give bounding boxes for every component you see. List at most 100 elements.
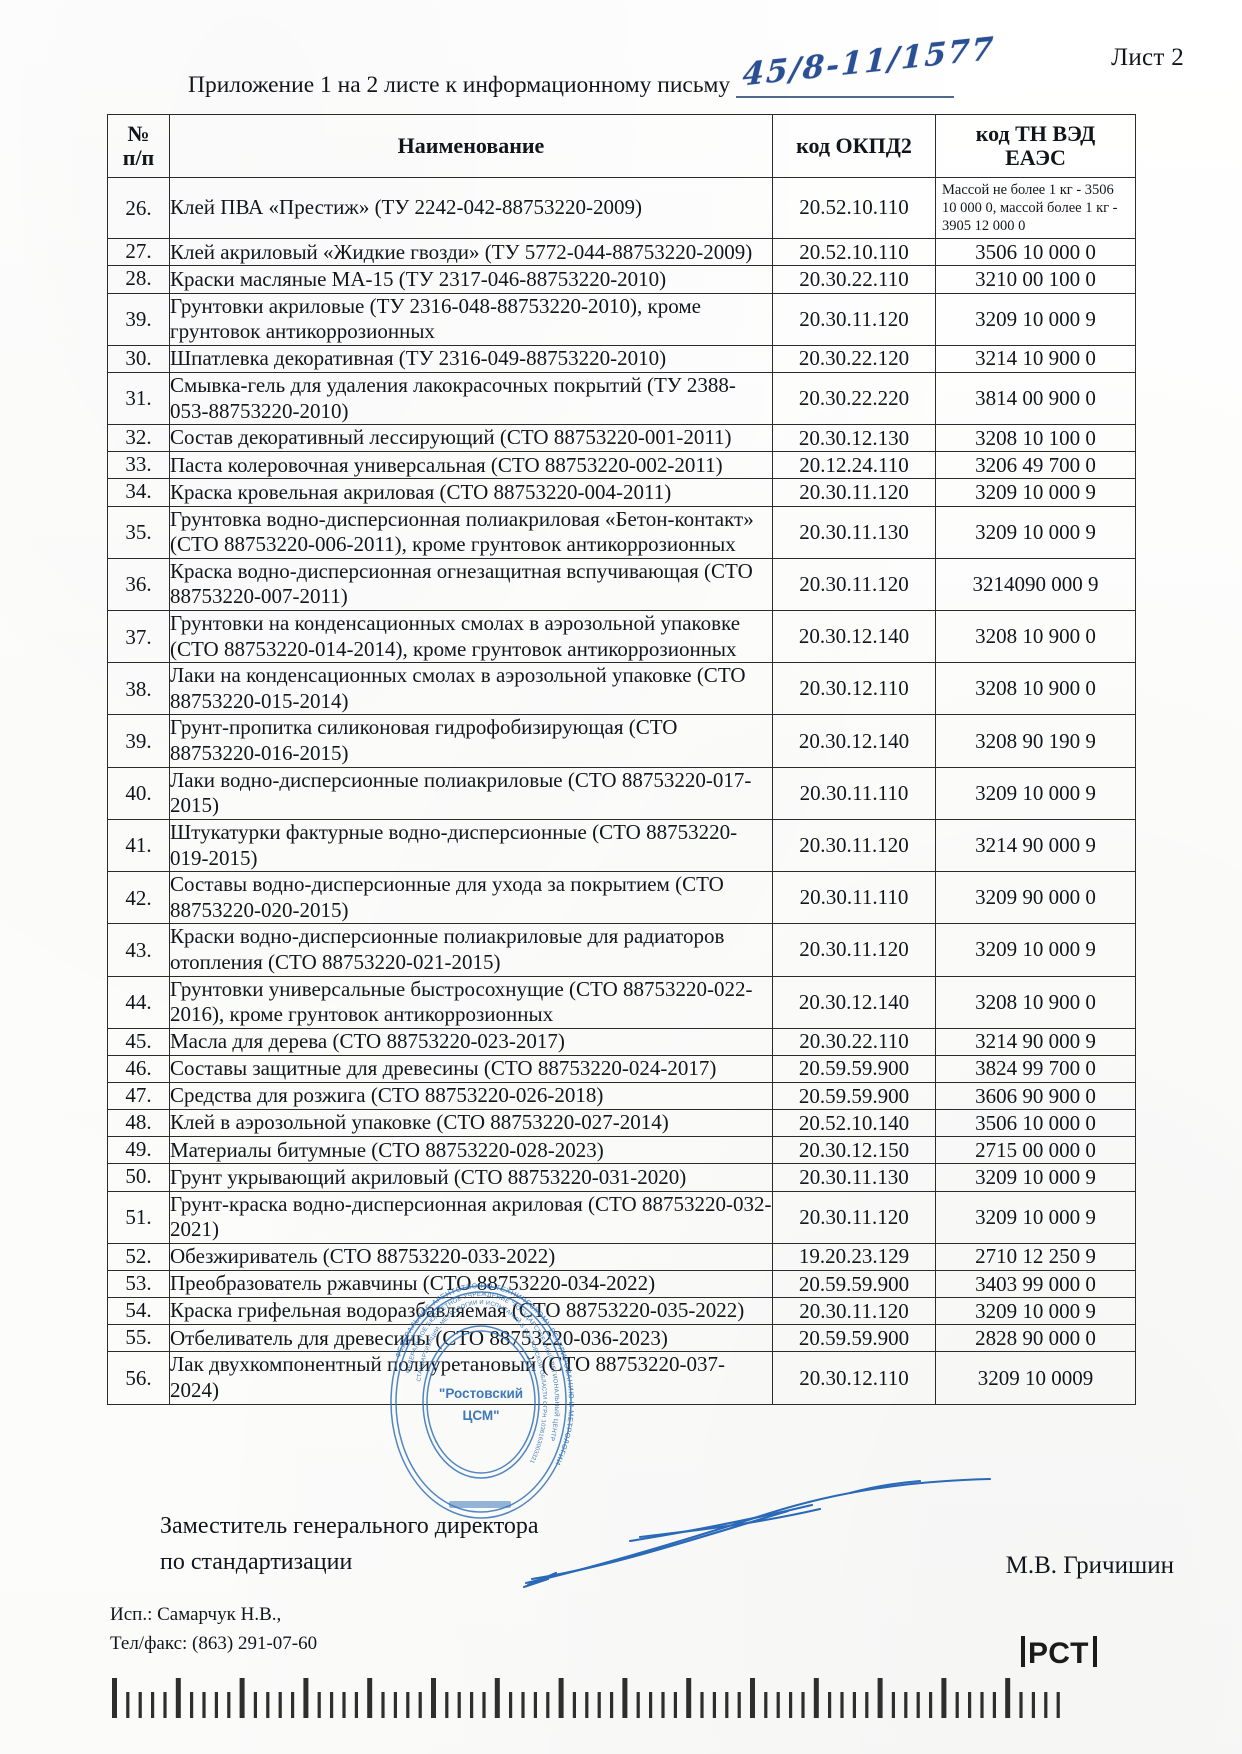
row-number: 45. (107, 1027, 170, 1056)
row-product-name: Масла для дерева (СТО 88753220-023-2017) (169, 1027, 773, 1056)
row-tnved-code: 3208 90 190 9 (935, 714, 1136, 768)
row-product-name: Грунтовка водно-дисперсионная полиакрило… (169, 505, 773, 559)
row-number: 34. (107, 478, 170, 507)
row-number: 32. (107, 424, 170, 453)
row-number: 36. (107, 557, 170, 612)
row-number: 51. (107, 1190, 170, 1244)
table-row: 40. Лаки водно-дисперсионные полиакриловы… (107, 766, 1136, 820)
row-number: 40. (107, 766, 170, 820)
row-number: 53. (107, 1269, 170, 1299)
row-tnved-code: 3210 00 100 0 (935, 265, 1136, 294)
row-number: 33. (107, 451, 170, 480)
row-product-name: Обезжириватель (СТО 88753220-033-2022) (169, 1242, 773, 1271)
table-row: 35. Грунтовка водно-дисперсионная полиакр… (107, 505, 1136, 559)
row-product-name: Краски водно-дисперсионные полиакриловые… (169, 923, 773, 977)
column-header-tnved-line1: код ТН ВЭД (975, 121, 1096, 146)
table-row: 30. Шпатлевка декоративная (ТУ 2316-049-8… (107, 344, 1136, 373)
row-product-name: Материалы битумные (СТО 88753220-028-202… (169, 1136, 773, 1165)
row-number: 50. (107, 1163, 170, 1192)
table-row: 32. Состав декоративный лессирующий (СТО … (107, 424, 1136, 453)
table-row: 36. Краска водно-дисперсионная огнезащитн… (107, 557, 1136, 612)
signer-name: М.В. Гричишин (1005, 1552, 1174, 1579)
table-row: 49. Материалы битумные (СТО 88753220-028-… (107, 1136, 1136, 1165)
svg-text:ЦСМ": ЦСМ" (462, 1408, 499, 1423)
row-number: 56. (107, 1351, 170, 1405)
table-row: 47. Средства для розжига (СТО 88753220-02… (107, 1082, 1136, 1111)
row-okpd2-code: 20.59.59.900 (772, 1082, 936, 1111)
table-row: 34. Краска кровельная акриловая (СТО 8875… (107, 478, 1136, 507)
column-header-number: № п/п (107, 114, 170, 178)
row-okpd2-code: 20.30.11.110 (772, 871, 936, 925)
row-number: 42. (107, 871, 170, 925)
handwritten-signature (522, 1477, 992, 1589)
row-number: 39. (107, 292, 170, 346)
table-row: 26. Клей ПВА «Престиж» (ТУ 2242-042-88753… (107, 176, 1136, 240)
row-number: 38. (107, 662, 170, 716)
row-okpd2-code: 20.30.11.120 (772, 557, 936, 612)
row-tnved-code: 3606 90 900 0 (935, 1082, 1136, 1111)
row-number: 26. (107, 176, 170, 240)
row-product-name: Лаки на конденсационных смолах в аэрозол… (169, 662, 773, 716)
row-product-name: Лаки водно-дисперсионные полиакриловые (… (169, 766, 773, 820)
row-tnved-code: 3209 10 000 9 (935, 1190, 1136, 1244)
row-okpd2-code: 20.30.12.130 (772, 424, 936, 453)
table-row: 37. Грунтовки на конденсационных смолах в… (107, 610, 1136, 664)
row-tnved-code: 3206 49 700 0 (935, 451, 1136, 480)
table-row: 41. Штукатурки фактурные водно-дисперсион… (107, 818, 1136, 873)
row-tnved-code: 3814 00 900 0 (935, 371, 1136, 426)
row-tnved-code: 2715 00 000 0 (935, 1136, 1136, 1165)
row-product-name: Составы водно-дисперсионные для ухода за… (169, 871, 773, 925)
rst-bar-right (1092, 1636, 1097, 1667)
row-tnved-code: 3208 10 900 0 (935, 975, 1136, 1029)
handwritten-document-number: 45/8-11/1577 (741, 30, 996, 94)
row-number: 37. (107, 610, 170, 664)
row-tnved-code: 2828 90 000 0 (935, 1324, 1136, 1353)
table-row: 31. Смывка-гель для удаления лакокрасочны… (107, 371, 1136, 426)
row-product-name: Отбеливатель для древесины (СТО 88753220… (169, 1324, 773, 1353)
table-row: 55. Отбеливатель для древесины (СТО 88753… (107, 1324, 1136, 1353)
table-row: 45. Масла для дерева (СТО 88753220-023-20… (107, 1027, 1136, 1056)
row-product-name: Грунт укрывающий акриловый (СТО 88753220… (169, 1163, 773, 1192)
table-row: 53. Преобразователь ржавчины (СТО 8875322… (107, 1269, 1136, 1299)
row-tnved-code: 3506 10 000 0 (935, 238, 1136, 267)
row-okpd2-code: 20.59.59.900 (772, 1324, 936, 1353)
row-product-name: Грунтовки универсальные быстросохнущие (… (169, 975, 773, 1029)
row-okpd2-code: 20.52.10.110 (772, 176, 936, 240)
row-tnved-code: 3208 10 900 0 (935, 610, 1136, 664)
row-tnved-code: 3208 10 900 0 (935, 662, 1136, 716)
row-product-name: Шпатлевка декоративная (ТУ 2316-049-8875… (169, 344, 773, 373)
row-tnved-code: 3214090 000 9 (935, 557, 1136, 612)
table-header-row: № п/п Наименование код ОКПД2 код ТН ВЭД … (107, 114, 1136, 178)
row-number: 44. (107, 975, 170, 1029)
row-okpd2-code: 20.30.11.120 (772, 818, 936, 873)
table-row: 48. Клей в аэрозольной упаковке (СТО 8875… (107, 1109, 1136, 1138)
row-tnved-code: 3214 10 900 0 (935, 344, 1136, 373)
row-tnved-code: 3209 10 000 9 (935, 478, 1136, 507)
row-product-name: Клей ПВА «Престиж» (ТУ 2242-042-88753220… (169, 176, 773, 240)
products-registry-table: № п/п Наименование код ОКПД2 код ТН ВЭД … (107, 114, 1136, 1405)
table-row: 27. Клей акриловый «Жидкие гвозди» (ТУ 57… (107, 238, 1136, 267)
table-row: 56. Лак двухкомпонентный полиуретановый (… (107, 1351, 1136, 1405)
row-okpd2-code: 20.30.11.120 (772, 1190, 936, 1244)
svg-text:"Ростовский: "Ростовский (439, 1386, 523, 1401)
row-okpd2-code: 20.30.11.130 (772, 1163, 936, 1192)
row-okpd2-code: 20.30.22.110 (772, 265, 936, 294)
row-okpd2-code: 20.30.11.120 (772, 923, 936, 977)
row-number: 43. (107, 923, 170, 977)
row-okpd2-code: 20.30.12.110 (772, 1351, 936, 1405)
row-tnved-code: 3209 10 000 9 (935, 766, 1136, 820)
appendix-reference-text: Приложение 1 на 2 листе к информационном… (188, 72, 731, 98)
row-tnved-code: 3403 99 000 0 (935, 1269, 1136, 1299)
row-number: 52. (107, 1242, 170, 1271)
table-row: 39. Грунтовки акриловые (ТУ 2316-048-8875… (107, 292, 1136, 346)
table-row: 44. Грунтовки универсальные быстросохнущи… (107, 975, 1136, 1029)
row-okpd2-code: 20.30.12.150 (772, 1136, 936, 1165)
row-product-name: Клей в аэрозольной упаковке (СТО 8875322… (169, 1109, 773, 1138)
row-tnved-code: 3209 10 000 9 (935, 1163, 1136, 1192)
table-row: 50. Грунт укрывающий акриловый (СТО 88753… (107, 1163, 1136, 1192)
column-header-tnved: код ТН ВЭД ЕАЭС (935, 114, 1136, 178)
row-okpd2-code: 20.30.12.110 (772, 662, 936, 716)
column-header-number-line2: п/п (122, 144, 155, 170)
executor-name: Исп.: Самарчук Н.В., (110, 1604, 282, 1625)
